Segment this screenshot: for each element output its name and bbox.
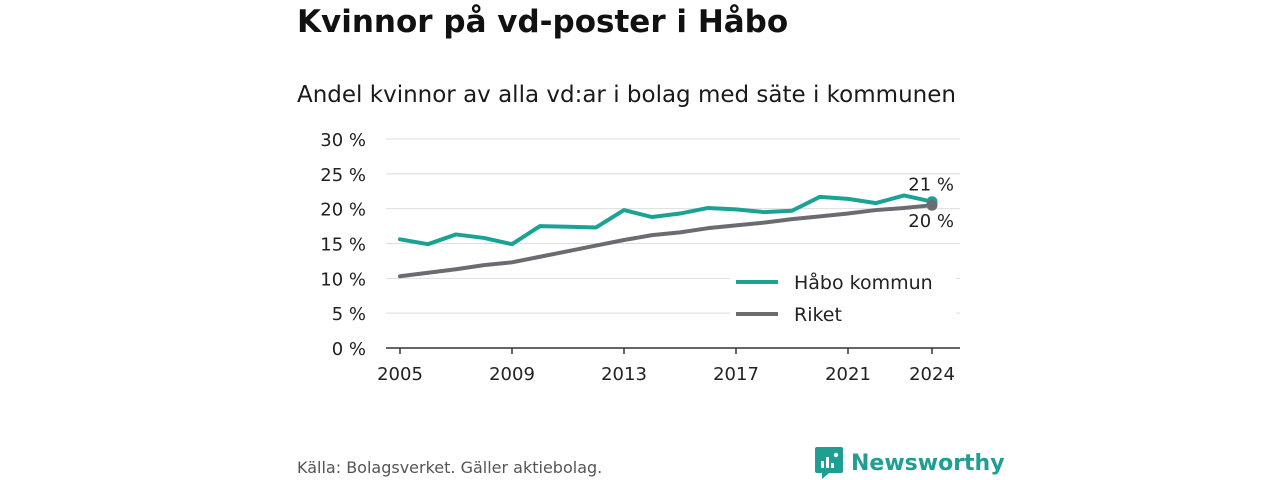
series-line [398,193,934,247]
y-tick-label: 5 % [332,304,366,325]
chart-title: Kvinnor på vd-poster i Håbo [297,4,789,40]
newsworthy-logo-icon [815,447,843,479]
y-tick-label: 30 % [320,130,366,151]
end-value-label: 20 % [908,211,954,232]
x-tick-label: 2009 [489,364,535,385]
x-tick-label: 2021 [825,364,871,385]
brand: Newsworthy [815,446,1005,480]
legend-label: Riket [794,304,842,326]
y-tick-label: 15 % [320,235,366,256]
chart-subtitle: Andel kvinnor av alla vd:ar i bolag med … [297,82,956,108]
legend: Håbo kommun Riket [730,266,956,330]
y-tick-label: 20 % [320,200,366,221]
y-tick-label: 0 % [332,339,366,360]
y-tick-label: 25 % [320,165,366,186]
source-note: Källa: Bolagsverket. Gäller aktiebolag. [297,458,603,477]
legend-background [730,266,956,330]
end-point-marker [926,199,938,211]
series-line [398,203,934,279]
brand-name: Newsworthy [851,450,1005,476]
end-value-label: 21 % [908,175,954,196]
x-tick-label: 2024 [909,364,955,385]
x-tick-label: 2017 [713,364,759,385]
y-tick-label: 10 % [320,269,366,290]
x-tick-label: 2005 [377,364,423,385]
legend-label: Håbo kommun [794,271,933,294]
x-tick-label: 2013 [601,364,647,385]
